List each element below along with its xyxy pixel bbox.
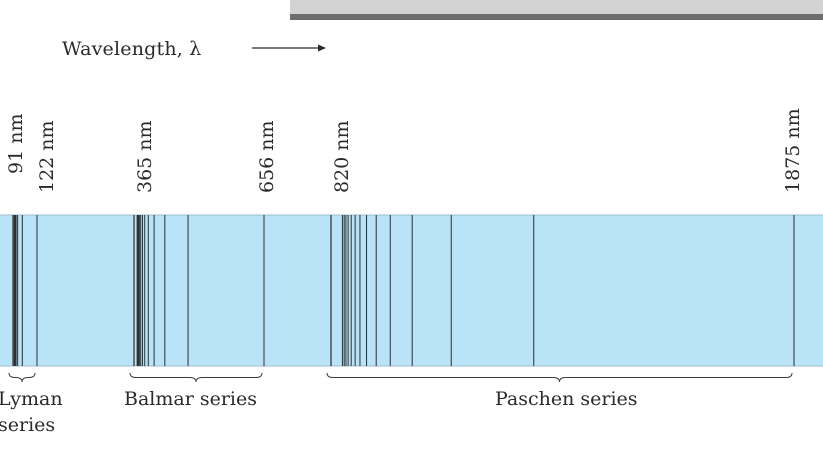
lyman-series-label-line2: series bbox=[0, 414, 56, 436]
header-bar-edge bbox=[290, 14, 823, 20]
balmar-series-label: Balmar series bbox=[124, 388, 257, 410]
wavelength-arrow-icon bbox=[252, 44, 326, 52]
spectrum-band bbox=[0, 215, 823, 366]
paschen-series-label: Paschen series bbox=[495, 388, 638, 410]
balmar-series-brace bbox=[129, 372, 263, 383]
lyman-series-brace bbox=[8, 372, 36, 383]
axis-label: Wavelength, λ bbox=[62, 38, 202, 60]
paschen-series-brace bbox=[326, 372, 793, 383]
lyman-series-label-line1: Lyman bbox=[0, 388, 63, 410]
header-bar bbox=[290, 0, 823, 14]
